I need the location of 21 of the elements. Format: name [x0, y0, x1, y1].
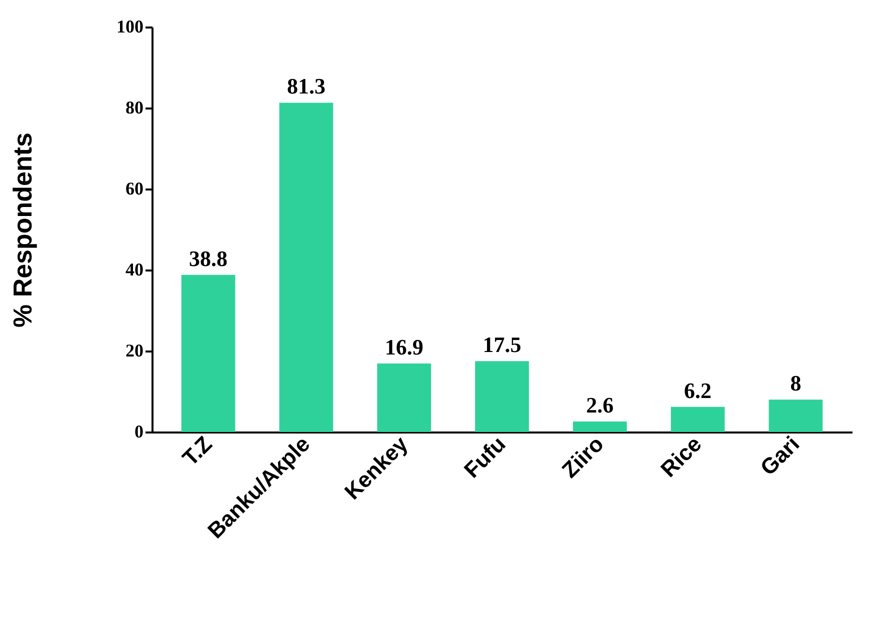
bar	[768, 400, 823, 432]
y-tick-label: 0	[134, 422, 144, 442]
bar	[181, 274, 236, 432]
y-tick-label: 60	[126, 178, 144, 198]
data-label: 6.2	[684, 378, 712, 403]
y-tick-label: 80	[126, 98, 144, 118]
data-label: 16.9	[384, 334, 424, 360]
bar	[377, 364, 432, 432]
data-label: 81.3	[286, 74, 326, 99]
y-axis-title: % Respondents	[8, 132, 38, 328]
y-tick-label: 20	[126, 340, 144, 360]
y-tick-label: 100	[116, 16, 144, 36]
y-tick-label: 40	[126, 260, 144, 280]
bar	[279, 102, 334, 432]
bar	[475, 361, 529, 432]
bar	[572, 421, 627, 432]
data-label: 38.8	[189, 246, 228, 271]
data-label: 2.6	[586, 392, 614, 418]
bar	[670, 406, 725, 432]
data-label: 17.5	[482, 332, 522, 358]
data-label: 8	[790, 370, 802, 396]
